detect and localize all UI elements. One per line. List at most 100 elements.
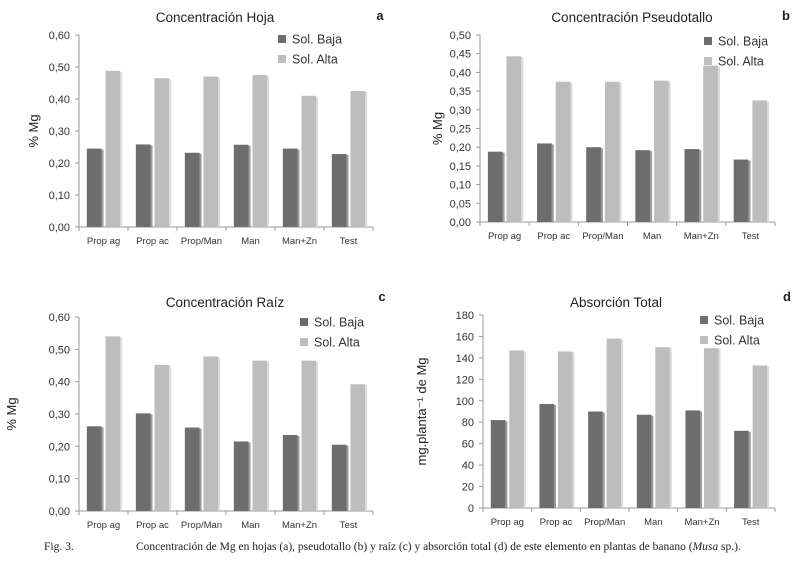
bar-shade: [602, 412, 605, 508]
bar-sol-baja: [86, 426, 102, 511]
bar-shade: [502, 152, 505, 222]
bar-sol-baja: [636, 414, 652, 508]
bar-shade: [523, 351, 526, 508]
y-tick-label: 40: [462, 460, 474, 472]
bar-sol-alta: [105, 70, 121, 227]
bar-sol-alta: [506, 56, 522, 223]
y-tick-label: 180: [456, 310, 474, 322]
bar-sol-baja: [684, 149, 700, 222]
legend-swatch-sol-baja: [278, 35, 286, 43]
chart-panel-a: Concentración Hoja a % Mg 0,00 0,10 0,20 0,30 0…: [0, 0, 400, 270]
bar-shade: [767, 101, 770, 222]
bar-sol-baja: [233, 144, 249, 227]
y-tick-label: 0,20: [450, 142, 471, 154]
legend-swatch-sol-alta: [704, 57, 712, 65]
bar-shade: [169, 79, 172, 227]
bar-sol-alta: [154, 364, 170, 511]
legend-swatch-sol-baja: [704, 37, 712, 45]
bar-sol-baja: [184, 427, 200, 511]
y-tick-label: 0,00: [450, 217, 471, 229]
figure-caption: Fig. 3. Concentración de Mg en hojas (a),…: [44, 541, 784, 553]
x-tick-label: Test: [340, 236, 358, 247]
y-tick-label: 0,10: [49, 190, 70, 202]
y-tick-label: 0,30: [49, 409, 70, 421]
y-tick-label: 20: [462, 482, 474, 494]
bar-shade: [619, 82, 622, 222]
x-tick-label: Prop/Man: [582, 231, 623, 242]
caption-text: Concentración de Mg en hojas (a), pseudo…: [136, 541, 693, 553]
bar-shade: [700, 411, 703, 508]
bar-sol-alta: [606, 338, 622, 508]
legend-swatch-sol-alta: [278, 55, 286, 63]
y-axis-label: mg.planta⁻¹ de Mg: [414, 357, 429, 465]
bar-sol-baja: [537, 143, 552, 222]
y-tick-label: 0,25: [450, 124, 471, 136]
bar-shade: [101, 149, 104, 227]
bar-sol-alta: [703, 65, 718, 222]
bar-sol-baja: [733, 159, 749, 222]
legend-label: Sol. Alta: [718, 55, 764, 69]
chart-title: Concentración Pseudotallo: [551, 10, 712, 25]
bar-shade: [169, 365, 172, 511]
chart-a: Concentración Hoja a % Mg 0,00 0,10 0,20 0,30 0…: [26, 8, 384, 247]
bar-sol-alta: [203, 356, 219, 511]
x-tick-label: Prop ag: [491, 517, 524, 528]
bar-sol-alta: [301, 360, 317, 511]
bar-shade: [365, 92, 368, 227]
legend-label: Sol. Baja: [292, 33, 342, 47]
bar-shade: [120, 337, 123, 511]
y-tick-label: 0,00: [49, 222, 70, 234]
bar-shade: [297, 149, 300, 227]
bar-shade: [316, 96, 319, 227]
bar-shade: [199, 153, 202, 227]
bar-shade: [505, 421, 508, 508]
bar-sol-alta: [654, 80, 669, 223]
bar-sol-baja: [233, 441, 249, 511]
y-tick-label: 0,50: [49, 62, 70, 74]
y-tick-label: 0,05: [450, 198, 471, 210]
x-tick-label: Man+Zn: [282, 236, 317, 247]
caption-text-end: sp.).: [718, 541, 741, 553]
bar-sol-baja: [86, 148, 102, 227]
bar-shade: [572, 352, 575, 508]
bar-shade: [748, 431, 751, 508]
y-tick-label: 80: [462, 417, 474, 429]
bar-sol-alta: [752, 365, 768, 508]
bar-shade: [248, 145, 251, 227]
x-tick-label: Prop ac: [136, 520, 169, 531]
bar-shade: [218, 77, 221, 227]
x-tick-label: Man: [241, 520, 259, 531]
panel-letter: b: [782, 8, 790, 23]
y-axis-label: % Mg: [4, 397, 19, 430]
chart-title: Absorción Total: [570, 295, 662, 310]
x-tick-label: Prop/Man: [181, 236, 222, 247]
x-tick-label: Man+Zn: [684, 517, 719, 528]
x-tick-label: Prop ac: [136, 236, 169, 247]
bar-shade: [150, 145, 153, 227]
x-tick-label: Prop ac: [537, 231, 570, 242]
bar-shade: [297, 436, 300, 511]
y-tick-label: 0,10: [450, 180, 471, 192]
bar-sol-alta: [509, 350, 524, 508]
bar-sol-baja: [586, 147, 601, 222]
chart-d: Absorción Total d mg.planta⁻¹ de Mg 0 20 40 60…: [414, 289, 791, 528]
bar-shade: [346, 155, 349, 227]
chart-panel-d: Absorción Total d mg.planta⁻¹ de Mg 0 20 40 60…: [400, 282, 800, 532]
bar-shade: [554, 404, 557, 508]
caption-italic: Musa: [692, 541, 719, 553]
bar-sol-alta: [557, 351, 573, 508]
bar-sol-alta: [252, 360, 268, 511]
bar-sol-baja: [331, 444, 347, 511]
panel-letter: d: [783, 289, 791, 304]
legend-label: Sol. Alta: [314, 336, 360, 350]
bar-shade: [621, 339, 624, 508]
bar-sol-alta: [555, 81, 571, 222]
bar-shade: [120, 71, 123, 227]
bar-shade: [668, 81, 671, 223]
bar-sol-alta: [154, 78, 170, 227]
legend-swatch-sol-alta: [300, 338, 308, 346]
bar-sol-baja: [588, 411, 603, 508]
bar-sol-baja: [487, 151, 503, 222]
y-tick-label: 0,40: [49, 377, 70, 389]
y-tick-label: 0,30: [450, 105, 471, 117]
